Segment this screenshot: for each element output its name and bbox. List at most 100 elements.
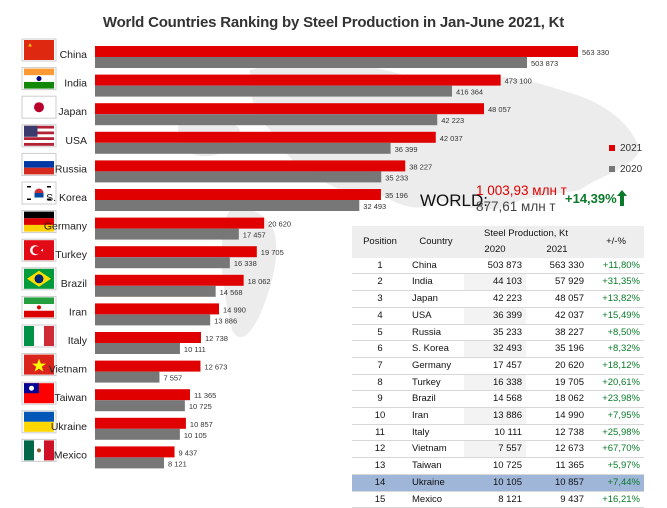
bar-2021 bbox=[95, 389, 190, 401]
cell-2020: 13 886 bbox=[464, 407, 526, 425]
cell-country: Turkey bbox=[408, 374, 464, 392]
cell-change: +23,98% bbox=[588, 390, 644, 409]
cell-position: 13 bbox=[352, 457, 408, 475]
cell-country: Taiwan bbox=[408, 457, 464, 475]
table-row: 9 Brazil 14 568 18 062 +23,98% bbox=[352, 390, 644, 409]
cell-country: Mexico bbox=[408, 491, 464, 508]
cell-2020: 16 338 bbox=[464, 374, 526, 392]
cell-2021: 10 857 bbox=[526, 474, 588, 492]
category-label: Brazil bbox=[61, 278, 87, 290]
bar-2020 bbox=[95, 285, 216, 297]
cell-2021: 563 330 bbox=[526, 257, 588, 275]
data-label-2021: 18 062 bbox=[248, 277, 271, 286]
cell-change: +15,49% bbox=[588, 307, 644, 325]
data-label-2020: 7 557 bbox=[163, 374, 182, 383]
category-label: India bbox=[64, 78, 87, 90]
cell-country: Ukraine bbox=[408, 474, 464, 492]
bar-2020 bbox=[95, 457, 164, 469]
cell-2020: 10 725 bbox=[464, 457, 526, 475]
category-label: Russia bbox=[55, 163, 87, 175]
cell-position: 2 bbox=[352, 273, 408, 292]
bar-2021 bbox=[95, 103, 484, 115]
data-label-2021: 563 330 bbox=[582, 48, 609, 57]
arrow-up-icon bbox=[617, 190, 627, 206]
table-row: 12 Vietnam 7 557 12 673 +67,70% bbox=[352, 440, 644, 459]
table-row: 3 Japan 42 223 48 057 +13,82% bbox=[352, 290, 644, 308]
cell-2020: 32 493 bbox=[464, 340, 526, 358]
bar-2021 bbox=[95, 274, 244, 286]
bar-2021 bbox=[95, 417, 186, 429]
bar-2021 bbox=[95, 246, 257, 258]
cell-2020: 44 103 bbox=[464, 273, 526, 292]
legend-swatch-2021 bbox=[609, 145, 615, 152]
cell-2021: 48 057 bbox=[526, 290, 588, 308]
cell-country: China bbox=[408, 257, 464, 275]
data-label-2021: 35 196 bbox=[385, 191, 408, 200]
data-label-2020: 13 886 bbox=[214, 316, 237, 325]
cell-change: +8,50% bbox=[588, 324, 644, 342]
cell-country: Vietnam bbox=[408, 440, 464, 459]
japan-flag-icon bbox=[21, 95, 57, 119]
data-label-2021: 48 057 bbox=[488, 105, 511, 114]
cell-position: 6 bbox=[352, 340, 408, 358]
header-production: Steel Production, Kt bbox=[464, 226, 588, 242]
bar-2020 bbox=[95, 57, 528, 68]
cell-2020: 17 457 bbox=[464, 357, 526, 375]
bar-2020 bbox=[95, 343, 180, 354]
cell-2020: 35 233 bbox=[464, 324, 526, 342]
bar-2021 bbox=[95, 446, 175, 458]
bar-2021 bbox=[95, 160, 406, 172]
table-row: 8 Turkey 16 338 19 705 +20,61% bbox=[352, 374, 644, 392]
cell-country: S. Korea bbox=[408, 340, 464, 358]
bar-2020 bbox=[95, 114, 438, 126]
cell-2020: 8 121 bbox=[464, 491, 526, 508]
world-value-2020: 877,61 млн т bbox=[476, 199, 556, 214]
table-row: 10 Iran 13 886 14 990 +7,95% bbox=[352, 407, 644, 425]
bar-2020 bbox=[95, 85, 452, 97]
table-row: 4 USA 36 399 42 037 +15,49% bbox=[352, 307, 644, 325]
data-label-2021: 42 037 bbox=[440, 134, 463, 143]
cell-change: +67,70% bbox=[588, 440, 644, 459]
legend-item-2021: 2021 bbox=[609, 143, 642, 154]
bar-2020 bbox=[95, 142, 391, 154]
data-label-2021: 9 437 bbox=[179, 448, 198, 457]
data-label-2021: 20 620 bbox=[268, 220, 291, 229]
bar-2021 bbox=[95, 131, 436, 143]
table-row: 1 China 503 873 563 330 +11,80% bbox=[352, 257, 644, 275]
cell-country: Japan bbox=[408, 290, 464, 308]
data-label-2020: 35 233 bbox=[385, 173, 408, 182]
category-label: Turkey bbox=[55, 249, 87, 261]
bar-2021 bbox=[95, 303, 220, 315]
bar-2021 bbox=[95, 189, 381, 200]
bar-2020 bbox=[95, 171, 382, 183]
category-label: China bbox=[60, 49, 88, 61]
production-table: Position Country Steel Production, Kt +/… bbox=[352, 226, 644, 508]
category-label: Iran bbox=[69, 306, 87, 318]
data-label-2020: 42 223 bbox=[441, 116, 464, 125]
category-label: USA bbox=[65, 135, 87, 147]
bar-2021 bbox=[95, 332, 201, 343]
category-label: Vietnam bbox=[49, 364, 88, 376]
cell-position: 14 bbox=[352, 474, 408, 492]
cell-position: 1 bbox=[352, 257, 408, 275]
cell-change: +8,32% bbox=[588, 340, 644, 358]
cell-change: +5,97% bbox=[588, 457, 644, 475]
cell-change: +20,61% bbox=[588, 374, 644, 392]
cell-change: +7,44% bbox=[588, 474, 644, 492]
italy-flag-icon bbox=[21, 324, 57, 348]
data-label-2020: 10 725 bbox=[189, 402, 212, 411]
world-label: WORLD: bbox=[420, 191, 488, 210]
data-label-2021: 10 857 bbox=[190, 420, 213, 429]
mexico-flag-icon bbox=[21, 438, 57, 462]
legend-item-2020: 2020 bbox=[609, 164, 642, 175]
bar-2021 bbox=[95, 217, 265, 229]
cell-change: +16,21% bbox=[588, 491, 644, 508]
legend-swatch-2020 bbox=[609, 166, 615, 173]
bar-2020 bbox=[95, 228, 239, 240]
cell-country: Russia bbox=[408, 324, 464, 342]
cell-2021: 38 227 bbox=[526, 324, 588, 342]
cell-2021: 12 673 bbox=[526, 440, 588, 459]
legend-label-2020: 2020 bbox=[620, 164, 643, 175]
